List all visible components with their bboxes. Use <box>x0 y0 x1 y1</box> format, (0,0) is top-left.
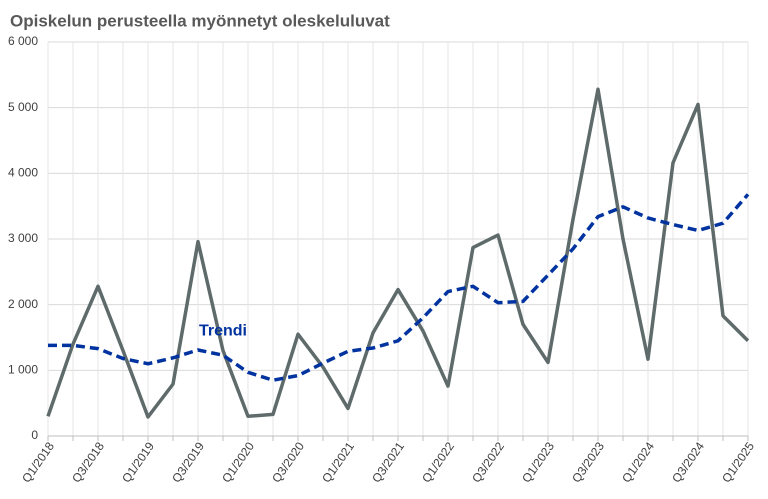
y-tick-label: 2 000 <box>8 297 38 311</box>
x-tick-label: Q1/2020 <box>219 439 257 485</box>
line-series <box>48 193 750 382</box>
x-tick-label: Q3/2021 <box>369 439 407 485</box>
y-tick-label: 5 000 <box>8 100 38 114</box>
y-tick-label: 6 000 <box>8 34 38 48</box>
x-tick-label: Q1/2022 <box>419 439 457 485</box>
series-label: Trendi <box>199 322 247 339</box>
x-tick-label: Q3/2022 <box>469 439 507 485</box>
y-tick-label: 1 000 <box>8 363 38 377</box>
x-tick-label: Q1/2024 <box>619 439 657 485</box>
y-tick-label: 3 000 <box>8 231 38 245</box>
x-tick-label: Q3/2024 <box>669 439 707 485</box>
x-tick-label: Q3/2023 <box>569 439 607 485</box>
x-tick-label: Q3/2019 <box>169 439 207 485</box>
x-tick-label: Q1/2023 <box>519 439 557 485</box>
x-tick-label: Q1/2021 <box>319 439 357 485</box>
y-tick-label: 0 <box>31 428 38 442</box>
x-tick-label: Q3/2018 <box>69 439 107 485</box>
line-series <box>46 87 750 419</box>
x-tick-label: Q1/2025 <box>719 439 757 485</box>
x-tick-label: Q3/2020 <box>269 439 307 485</box>
y-tick-label: 4 000 <box>8 166 38 180</box>
x-tick-label: Q1/2019 <box>119 439 157 485</box>
x-tick-label: Q1/2018 <box>19 439 57 485</box>
chart-title: Opiskelun perusteella myönnetyt oleskelu… <box>10 11 390 30</box>
